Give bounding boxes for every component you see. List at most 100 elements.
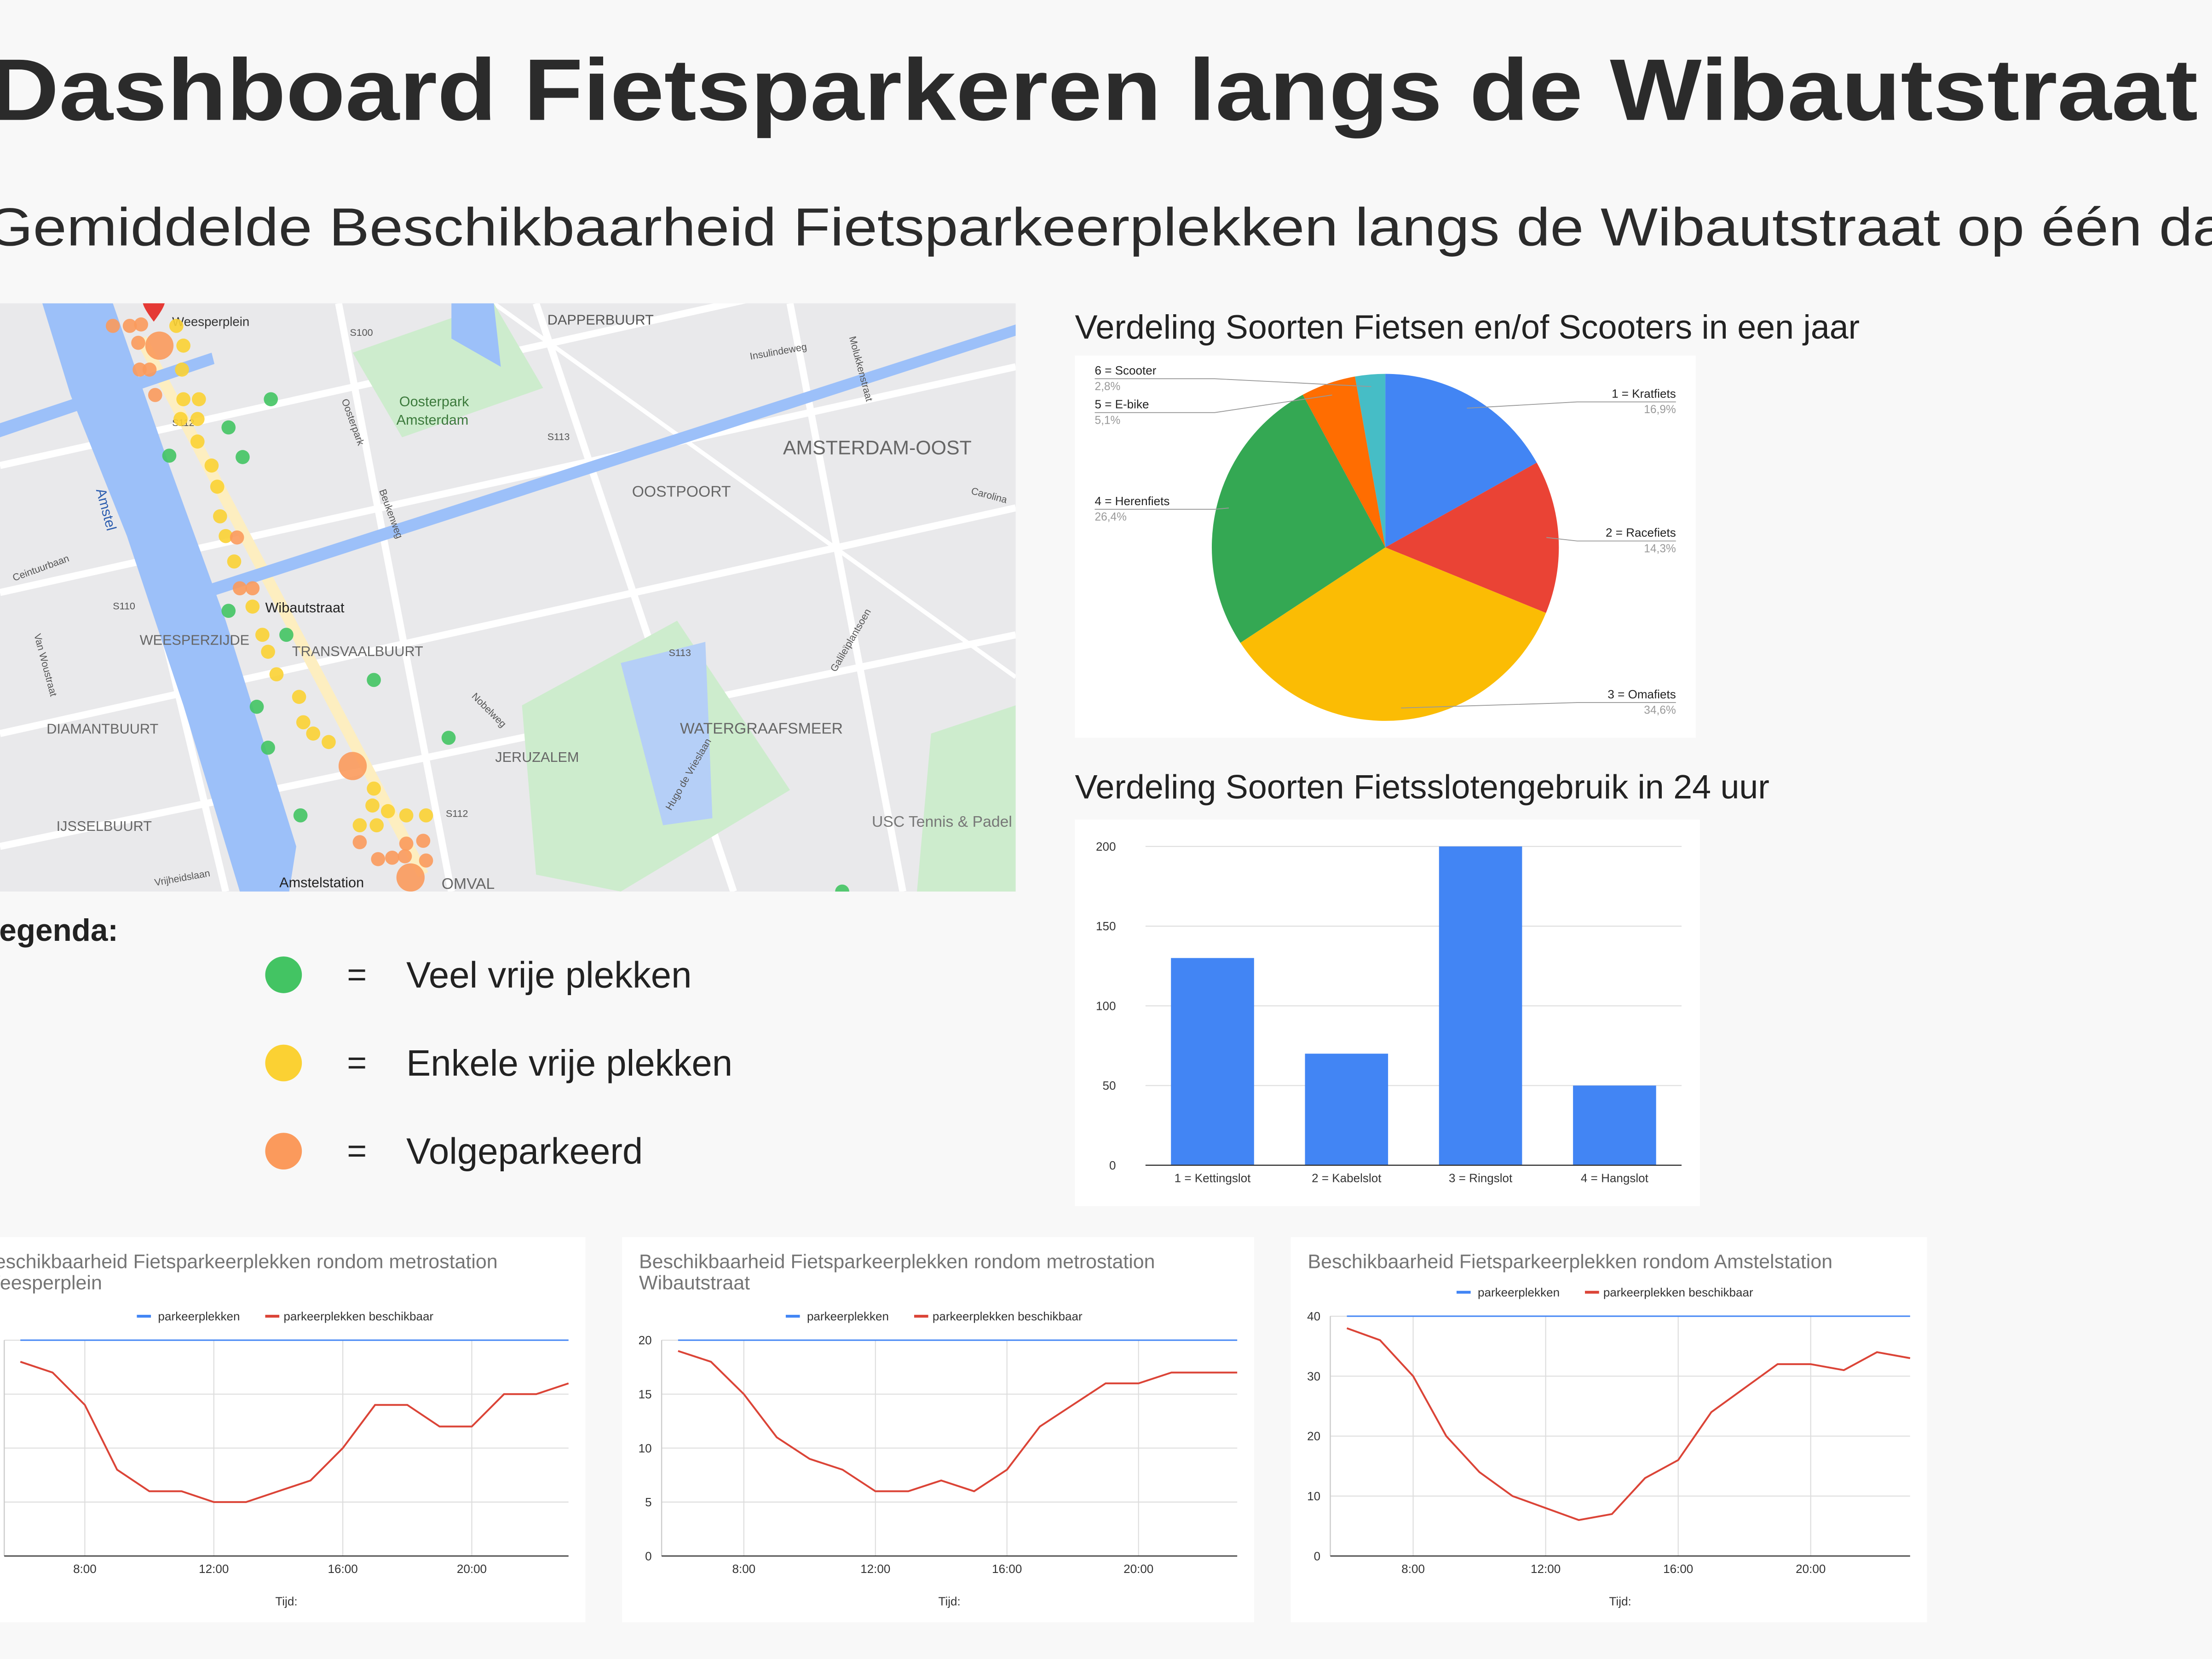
bar bbox=[1439, 846, 1522, 1165]
pie-leader bbox=[1467, 401, 1676, 409]
map-dot bbox=[835, 884, 849, 892]
pie-leader bbox=[1094, 378, 1371, 387]
y-tick-label: 0 bbox=[1109, 1158, 1116, 1172]
pie-slice bbox=[1385, 462, 1559, 613]
x-tick-label: 20:00 bbox=[457, 1562, 487, 1576]
pie-label: 2 = Racefiets bbox=[1606, 526, 1676, 540]
x-tick-label: 3 = Ringslot bbox=[1449, 1171, 1513, 1185]
x-tick-label: 8:00 bbox=[1401, 1562, 1425, 1576]
line-series bbox=[678, 1350, 1238, 1492]
map-dot bbox=[365, 798, 380, 813]
map-dot bbox=[269, 667, 284, 682]
map-dot bbox=[296, 715, 311, 730]
x-tick-label: 16:00 bbox=[328, 1562, 358, 1576]
legend-label: parkeerplekken beschikbaar bbox=[283, 1309, 433, 1323]
map-label: Amsterdam bbox=[397, 412, 469, 428]
pie-value-label: 16,9% bbox=[1644, 403, 1676, 416]
pie-label: 1 = Kratfiets bbox=[1612, 386, 1676, 400]
map-label: S110 bbox=[113, 601, 135, 612]
x-tick-label: 12:00 bbox=[860, 1562, 890, 1576]
legend-swatch bbox=[265, 1133, 302, 1169]
legend-title: Legenda: bbox=[0, 913, 118, 948]
map-label: JERUZALEM bbox=[495, 749, 579, 765]
y-tick-label: 5 bbox=[645, 1495, 652, 1509]
y-tick-label: 30 bbox=[1307, 1369, 1320, 1383]
map-dot bbox=[210, 479, 225, 494]
x-tick-label: 1 = Kettingslot bbox=[1175, 1171, 1251, 1185]
legend-swatch bbox=[265, 1044, 302, 1082]
map-dot bbox=[261, 740, 275, 755]
pie-value-label: 5,1% bbox=[1094, 414, 1120, 426]
map-dot bbox=[148, 388, 162, 402]
map-dot bbox=[213, 509, 227, 524]
map-label: USC Tennis & Padel bbox=[872, 813, 1012, 830]
map-label: S100 bbox=[350, 327, 373, 338]
page-subtitle: Gemiddelde Beschikbaarheid Fietsparkeerp… bbox=[0, 197, 2212, 257]
map-label: S113 bbox=[547, 432, 570, 443]
legend-swatch bbox=[265, 956, 302, 993]
map-dot bbox=[230, 530, 244, 545]
legend-label: Enkele vrije plekken bbox=[406, 1043, 732, 1083]
map-dot bbox=[176, 338, 190, 353]
map-dot bbox=[175, 363, 189, 377]
chart-title: Verdeling Soorten Fietsslotengebruik in … bbox=[1075, 768, 1769, 806]
map-label: DIAMANTBUURT bbox=[46, 721, 158, 737]
pie-value-label: 14,3% bbox=[1644, 542, 1676, 555]
map-dot bbox=[173, 412, 188, 426]
pie-slice bbox=[1240, 547, 1546, 721]
chart-title: Beschikbaarheid Fietsparkeerplekken rond… bbox=[1308, 1250, 1833, 1273]
legend-label: Volgeparkeerd bbox=[406, 1131, 643, 1172]
y-tick-label: 100 bbox=[1096, 999, 1116, 1013]
map-dot bbox=[232, 581, 247, 595]
y-tick-label: 40 bbox=[1307, 1309, 1320, 1323]
chart-panel bbox=[1290, 1237, 1927, 1623]
bar bbox=[1573, 1085, 1656, 1165]
map-dot bbox=[145, 331, 174, 360]
pie-slice bbox=[1355, 374, 1386, 547]
page-title: Dashboard Fietsparkeren langs de Wibauts… bbox=[0, 41, 2198, 139]
map-dot bbox=[245, 581, 260, 595]
x-tick-label: 16:00 bbox=[1663, 1562, 1693, 1576]
legend-symbol: = bbox=[347, 955, 367, 993]
map-dot bbox=[279, 628, 294, 642]
pie-slice bbox=[1385, 374, 1537, 547]
legend-label: parkeerplekken beschikbaar bbox=[1603, 1285, 1753, 1299]
x-tick-label: 8:00 bbox=[732, 1562, 755, 1576]
pie-label: 3 = Omafiets bbox=[1607, 687, 1676, 701]
map-dot bbox=[371, 852, 386, 866]
map-dot bbox=[399, 836, 414, 851]
pie-label: 4 = Herenfiets bbox=[1094, 494, 1169, 508]
map-label: OOSTPOORT bbox=[632, 483, 731, 500]
map-dot bbox=[105, 318, 120, 333]
map-dot bbox=[338, 752, 367, 780]
y-tick-label: 150 bbox=[1096, 919, 1116, 933]
map-label: S113 bbox=[668, 647, 691, 658]
map-dot bbox=[352, 835, 367, 849]
map-dot bbox=[169, 318, 184, 333]
map-label: WATERGRAAFSMEER bbox=[680, 720, 843, 737]
map-label: Amstelstation bbox=[279, 875, 364, 891]
map-label: AMSTERDAM-OOST bbox=[783, 437, 972, 459]
map-dot bbox=[219, 529, 233, 543]
chart-panel bbox=[622, 1237, 1254, 1623]
legend-symbol: = bbox=[347, 1132, 367, 1170]
map-dot bbox=[419, 808, 433, 823]
map-dot bbox=[192, 392, 206, 407]
map-dot bbox=[162, 449, 177, 463]
x-tick-label: 16:00 bbox=[992, 1562, 1022, 1576]
pie-label: 5 = E-bike bbox=[1094, 397, 1149, 411]
map-label: Wibautstraat bbox=[265, 600, 345, 616]
legend-label: parkeerplekken bbox=[1478, 1285, 1560, 1299]
map-dot bbox=[293, 808, 308, 823]
pie-leader bbox=[1094, 507, 1229, 510]
pie-leader bbox=[1401, 702, 1676, 709]
map-water bbox=[0, 303, 1016, 892]
x-tick-label: 12:00 bbox=[1531, 1562, 1561, 1576]
map-dot bbox=[352, 818, 367, 833]
pie-leader bbox=[1094, 394, 1332, 413]
legend-label: parkeerplekken bbox=[807, 1309, 889, 1323]
y-tick-label: 50 bbox=[1102, 1079, 1116, 1093]
